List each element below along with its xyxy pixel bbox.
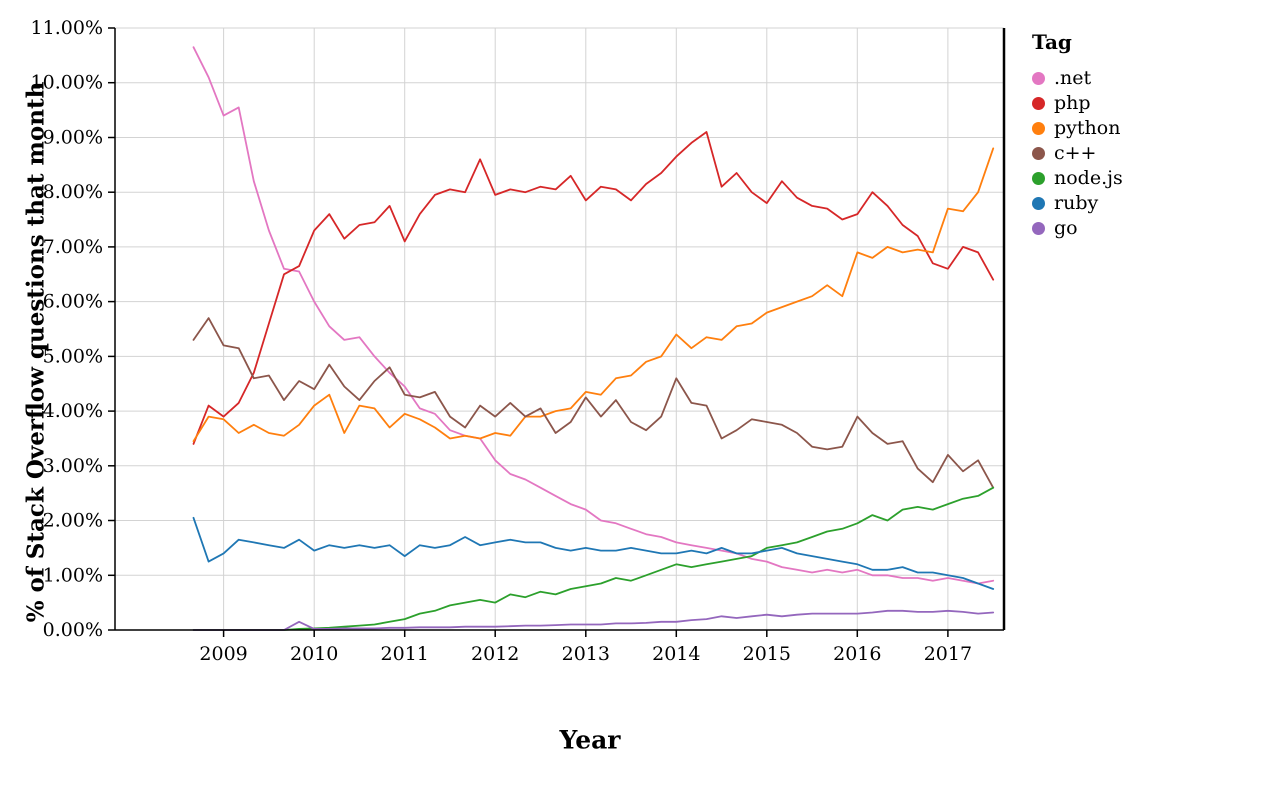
- y-tick-label: 5.00%: [43, 345, 103, 367]
- legend-items: .net php python c++ node.js ruby go: [1032, 66, 1123, 241]
- y-tick-label: 6.00%: [43, 291, 103, 313]
- legend-item-python: python: [1032, 116, 1123, 141]
- x-tick-label: 2014: [652, 643, 700, 665]
- legend-item-ruby: ruby: [1032, 191, 1123, 216]
- legend-swatch-icon: [1032, 197, 1045, 210]
- series-line-go: [192, 609, 995, 631]
- x-tick-label: 2010: [290, 643, 338, 665]
- y-axis-ticks: 0.00% 1.00% 2.00% 3.00% 4.00% 5.00% 6.00% 7.00%…: [31, 17, 115, 641]
- legend-item-go: go: [1032, 216, 1123, 241]
- y-tick-label: 9.00%: [43, 127, 103, 149]
- series-line-python: [192, 147, 995, 443]
- legend-swatch-icon: [1032, 122, 1045, 135]
- y-tick-label: 3.00%: [43, 455, 103, 477]
- legend-label: php: [1054, 92, 1091, 114]
- x-axis-ticks: 2009 2010 2011 2012 2013 2014 2015 2016 2017: [199, 630, 972, 665]
- series-line-ruby: [192, 516, 995, 590]
- x-tick-label: 2017: [924, 643, 972, 665]
- legend: Tag .net php python c++ node.js ruby go: [1032, 30, 1123, 241]
- x-tick-label: 2013: [562, 643, 610, 665]
- legend-label: node.js: [1054, 167, 1123, 189]
- series-line-php: [192, 131, 995, 445]
- legend-item-php: php: [1032, 91, 1123, 116]
- y-tick-label: 8.00%: [43, 181, 103, 203]
- x-tick-label: 2011: [381, 643, 429, 665]
- y-tick-label: 7.00%: [43, 236, 103, 258]
- legend-swatch-icon: [1032, 222, 1045, 235]
- legend-label: ruby: [1054, 192, 1099, 214]
- legend-swatch-icon: [1032, 147, 1045, 160]
- legend-label: c++: [1054, 142, 1097, 164]
- x-tick-label: 2015: [743, 643, 791, 665]
- y-tick-label: 11.00%: [31, 17, 103, 39]
- legend-label: .net: [1054, 67, 1092, 89]
- x-axis-title: Year: [559, 725, 621, 755]
- y-tick-label: 0.00%: [43, 619, 103, 641]
- y-axis-title: % of Stack Overflow questions that month: [22, 81, 50, 623]
- legend-item-c-: c++: [1032, 141, 1123, 166]
- grid: [115, 27, 1004, 631]
- legend-title: Tag: [1032, 30, 1072, 54]
- x-tick-label: 2012: [471, 643, 519, 665]
- legend-swatch-icon: [1032, 97, 1045, 110]
- legend-label: go: [1054, 217, 1078, 239]
- series-lines: [192, 46, 995, 631]
- y-tick-label: 2.00%: [43, 510, 103, 532]
- x-tick-label: 2016: [833, 643, 881, 665]
- series-line-node-js: [192, 486, 995, 631]
- x-tick-label: 2009: [199, 643, 247, 665]
- legend-item-node-js: node.js: [1032, 166, 1123, 191]
- y-tick-label: 4.00%: [43, 400, 103, 422]
- series-line--net: [192, 46, 995, 585]
- legend-label: python: [1054, 117, 1121, 139]
- y-tick-label: 10.00%: [31, 72, 103, 94]
- series-line-c-: [192, 317, 995, 489]
- legend-item--net: .net: [1032, 66, 1123, 91]
- legend-swatch-icon: [1032, 72, 1045, 85]
- axes: [114, 28, 1006, 631]
- legend-swatch-icon: [1032, 172, 1045, 185]
- y-tick-label: 1.00%: [43, 564, 103, 586]
